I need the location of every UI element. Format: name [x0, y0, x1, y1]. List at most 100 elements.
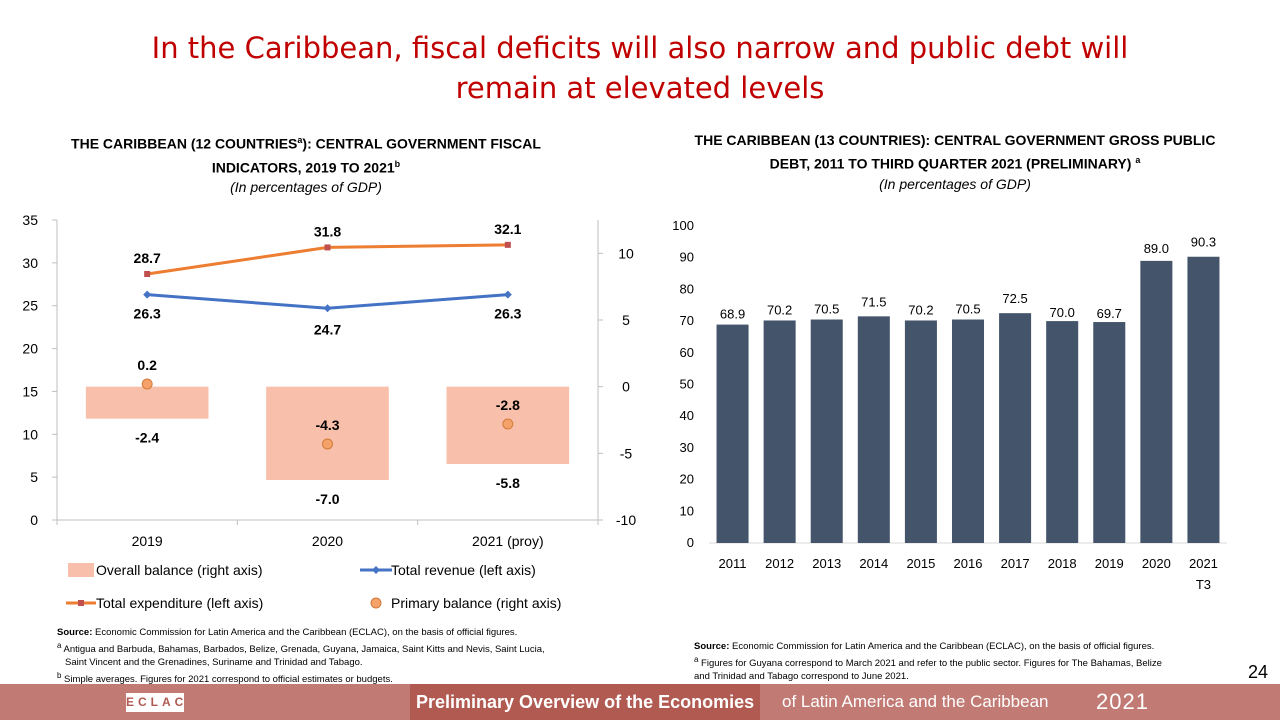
right-chart-heading: THE CARIBBEAN (13 COUNTRIES): CENTRAL GO… — [650, 130, 1260, 194]
overall-balance-bar — [266, 386, 389, 480]
footer-year: 2021 — [1096, 689, 1149, 714]
legend-swatch-overall-balance — [68, 563, 94, 577]
revenue-point — [143, 290, 152, 299]
debt-y-tick-label: 80 — [680, 281, 694, 296]
debt-value-label: 70.5 — [814, 302, 839, 317]
eclac-logo: ECLAC — [126, 693, 184, 712]
expenditure-value-label: 28.7 — [134, 250, 161, 266]
debt-y-tick-label: 0 — [687, 535, 694, 550]
debt-y-tick-label: 70 — [680, 313, 694, 328]
revenue-value-label: 24.7 — [314, 321, 341, 337]
legend-marker-revenue — [372, 566, 380, 574]
right-tick-label: 0 — [622, 379, 630, 395]
debt-y-tick-label: 60 — [680, 345, 694, 360]
footer-bar: ECLAC Preliminary Overview of the Econom… — [0, 684, 1280, 720]
legend-marker-expenditure — [78, 600, 84, 606]
x-category-label: 2019 — [132, 533, 163, 549]
expenditure-value-label: 31.8 — [314, 223, 341, 239]
debt-bar — [999, 313, 1032, 543]
debt-value-label: 70.2 — [908, 302, 933, 317]
debt-value-label: 70.5 — [955, 302, 980, 317]
left-tick-label: 5 — [30, 469, 38, 485]
debt-y-tick-label: 40 — [680, 408, 694, 423]
debt-bar — [1187, 256, 1220, 543]
left-tick-label: 25 — [22, 298, 38, 314]
expenditure-point — [324, 244, 331, 251]
primary-balance-point — [502, 418, 514, 430]
debt-x-category-label: 2014 — [859, 556, 888, 571]
overall-balance-value-label: -5.8 — [496, 475, 520, 491]
left-chart-legend: Overall balance (right axis) Total revenu… — [66, 562, 561, 611]
debt-y-tick-label: 100 — [672, 218, 694, 233]
left-chart-title-line-2: INDICATORS, 2019 TO 2021b — [211, 158, 401, 176]
right-tick-label: 10 — [618, 245, 634, 261]
left-note-a-cont: Saint Vincent and the Grenadines, Surina… — [65, 657, 363, 669]
left-chart-notes: Source: Economic Commission for Latin Am… — [57, 626, 637, 686]
debt-bar — [1046, 321, 1079, 543]
left-chart-axes: 0 5 10 15 20 25 30 35 10 5 0 -5 -10 2019 2020 2021 (pro… — [22, 212, 636, 549]
x-category-label: 2021 (proy) — [472, 533, 544, 549]
right-chart-title-line-2: DEBT, 2011 TO THIRD QUARTER 2021 (PRELIM… — [769, 155, 1141, 172]
debt-x-category-label: 2016 — [954, 556, 983, 571]
x-category-label: 2020 — [312, 533, 343, 549]
right-source-note: Source: Economic Commission for Latin Am… — [694, 641, 1155, 652]
overall-balance-value-label: -2.4 — [135, 430, 159, 446]
right-tick-label: -10 — [616, 512, 636, 528]
primary-balance-value-label: 0.2 — [137, 357, 157, 373]
footer-publication-title: Preliminary Overview of the Economies — [410, 684, 761, 720]
debt-value-label: 89.0 — [1144, 241, 1169, 256]
legend-label-expenditure: Total expenditure (left axis) — [96, 595, 263, 611]
primary-balance-points — [141, 378, 514, 450]
public-debt-chart: 0 10 20 30 40 50 60 70 80 90 100 2011 2012 2013 2014 20… — [672, 218, 1227, 592]
debt-x-category-label: 2013 — [812, 556, 841, 571]
revenue-value-label: 26.3 — [134, 306, 161, 322]
debt-y-tick-label: 30 — [680, 440, 694, 455]
debt-bar — [810, 319, 843, 543]
debt-y-tick-label: 20 — [680, 472, 694, 487]
legend-label-primary-balance: Primary balance (right axis) — [391, 595, 561, 611]
slide-title-line-1: In the Caribbean, fiscal deficits will a… — [151, 31, 1129, 65]
left-source-note: Source: Economic Commission for Latin Am… — [57, 627, 518, 638]
debt-y-tick-label: 90 — [680, 250, 694, 265]
debt-bar — [857, 316, 890, 543]
legend-marker-primary-balance — [370, 597, 382, 609]
debt-bar — [1140, 260, 1173, 543]
debt-x-category-label: 2020 — [1142, 556, 1171, 571]
primary-balance-value-label: -2.8 — [496, 397, 520, 413]
expenditure-point — [504, 241, 511, 248]
debt-value-label: 70.0 — [1050, 305, 1075, 320]
right-chart-data-labels: 68.9 70.2 70.5 71.5 70.2 70.5 72.5 70.0 69.7 89.0… — [720, 235, 1216, 322]
debt-x-category-label: 2012 — [765, 556, 794, 571]
debt-x-category-label: 2011 — [719, 556, 747, 571]
page-number: 24 — [1247, 662, 1268, 682]
footer-publication-subtitle: of Latin America and the Caribbean — [782, 692, 1049, 711]
overall-balance-value-label: -7.0 — [315, 491, 339, 507]
right-chart-title-line-1: THE CARIBBEAN (13 COUNTRIES): CENTRAL GO… — [694, 132, 1216, 148]
debt-bar — [1093, 322, 1126, 543]
expenditure-value-label: 32.1 — [494, 221, 521, 237]
legend-label-revenue: Total revenue (left axis) — [391, 562, 536, 578]
left-chart-subtitle: (In percentages of GDP) — [230, 179, 382, 196]
left-tick-label: 10 — [22, 426, 38, 442]
right-chart-notes: Source: Economic Commission for Latin Am… — [694, 640, 1254, 683]
debt-value-label: 68.9 — [720, 307, 745, 322]
revenue-value-label: 26.3 — [494, 306, 521, 322]
left-note-b: b Simple averages. Figures for 2021 corr… — [57, 671, 393, 686]
overall-balance-bar — [85, 386, 209, 419]
left-tick-label: 15 — [22, 383, 38, 399]
debt-x-category-label: 2015 — [906, 556, 935, 571]
debt-bar — [716, 324, 749, 543]
primary-balance-value-label: -4.3 — [315, 417, 339, 433]
debt-x-category-label: 2019 — [1095, 556, 1124, 571]
legend-label-overall-balance: Overall balance (right axis) — [96, 562, 263, 578]
debt-bar — [763, 320, 796, 543]
debt-value-label: 71.5 — [861, 294, 886, 309]
debt-x-category-label: 2021 — [1189, 556, 1218, 571]
debt-value-label: 90.3 — [1191, 235, 1216, 250]
debt-bar — [951, 319, 985, 543]
left-tick-label: 0 — [30, 512, 38, 528]
debt-x-category-sublabel: T3 — [1196, 577, 1211, 592]
debt-bars — [716, 256, 1220, 543]
primary-balance-point — [322, 438, 333, 450]
left-chart-data-labels: 28.7 31.8 32.1 26.3 24.7 26.3 -2.4 -7.0 -5.8 0.2 -… — [134, 221, 522, 507]
